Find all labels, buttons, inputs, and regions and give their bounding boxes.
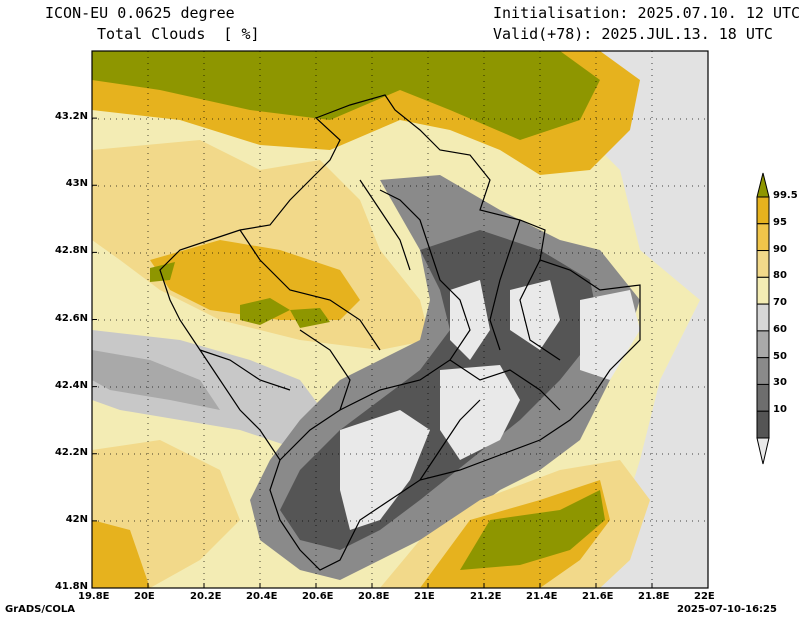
colorbar-level-label: 10 (773, 404, 787, 416)
model-title: ICON-EU 0.0625 degree (45, 4, 235, 22)
lon-label: 21E (414, 591, 435, 602)
lon-label: 20.4E (246, 591, 278, 602)
colorbar-level-label: 80 (773, 270, 787, 282)
colorbar-level-label: 99.5 (773, 190, 798, 201)
colorbar-swatch (756, 196, 770, 225)
colorbar-min-arrow (756, 437, 770, 465)
lat-label: 43N (65, 178, 88, 190)
axis-ticks (91, 117, 709, 589)
lon-label: 20.6E (302, 591, 334, 602)
colorbar-level-label: 90 (773, 243, 787, 255)
lon-label: 21.6E (582, 591, 614, 602)
lat-label: 42.2N (54, 446, 88, 458)
lon-label: 21.4E (526, 591, 558, 602)
init-time: Initialisation: 2025.07.10. 12 UTC (493, 4, 800, 22)
lon-label: 20E (134, 591, 155, 602)
colorbar-swatch (756, 303, 770, 332)
colorbar-swatch (756, 357, 770, 385)
lat-label: 41.8N (54, 581, 88, 592)
cloud-field (92, 51, 708, 588)
colorbar-max-arrow (756, 172, 770, 198)
render-timestamp: 2025-07-10-16:25 (677, 604, 777, 615)
field-title: Total Clouds [ %] (97, 25, 260, 43)
colorbar (756, 172, 770, 465)
colorbar-swatch (756, 330, 770, 359)
colorbar-level-label: 70 (773, 297, 787, 309)
colorbar-level-label: 95 (773, 216, 787, 228)
lon-label: 22E (694, 591, 715, 602)
lat-label: 43.2N (54, 111, 88, 123)
valid-time: Valid(+78): 2025.JUL.13. 18 UTC (493, 25, 773, 43)
lat-label: 42.6N (54, 312, 88, 324)
lat-label: 42N (65, 513, 88, 525)
lon-label: 21.8E (638, 591, 670, 602)
colorbar-swatch (756, 250, 770, 278)
lon-label: 20.2E (190, 591, 222, 602)
colorbar-swatch (756, 276, 770, 305)
lon-label: 19.8E (78, 591, 110, 602)
software-credit: GrADS/COLA (5, 604, 75, 615)
colorbar-level-label: 50 (773, 350, 787, 362)
country-borders (159, 94, 641, 571)
lon-label: 20.8E (358, 591, 390, 602)
colorbar-swatch (756, 410, 770, 439)
grid (92, 51, 708, 588)
colorbar-swatch (756, 223, 770, 252)
lon-label: 21.2E (470, 591, 502, 602)
colorbar-level-label: 30 (773, 377, 787, 389)
lat-label: 42.8N (54, 245, 88, 257)
colorbar-swatch (756, 383, 770, 412)
colorbar-level-label: 60 (773, 323, 787, 335)
lat-label: 42.4N (54, 379, 88, 391)
